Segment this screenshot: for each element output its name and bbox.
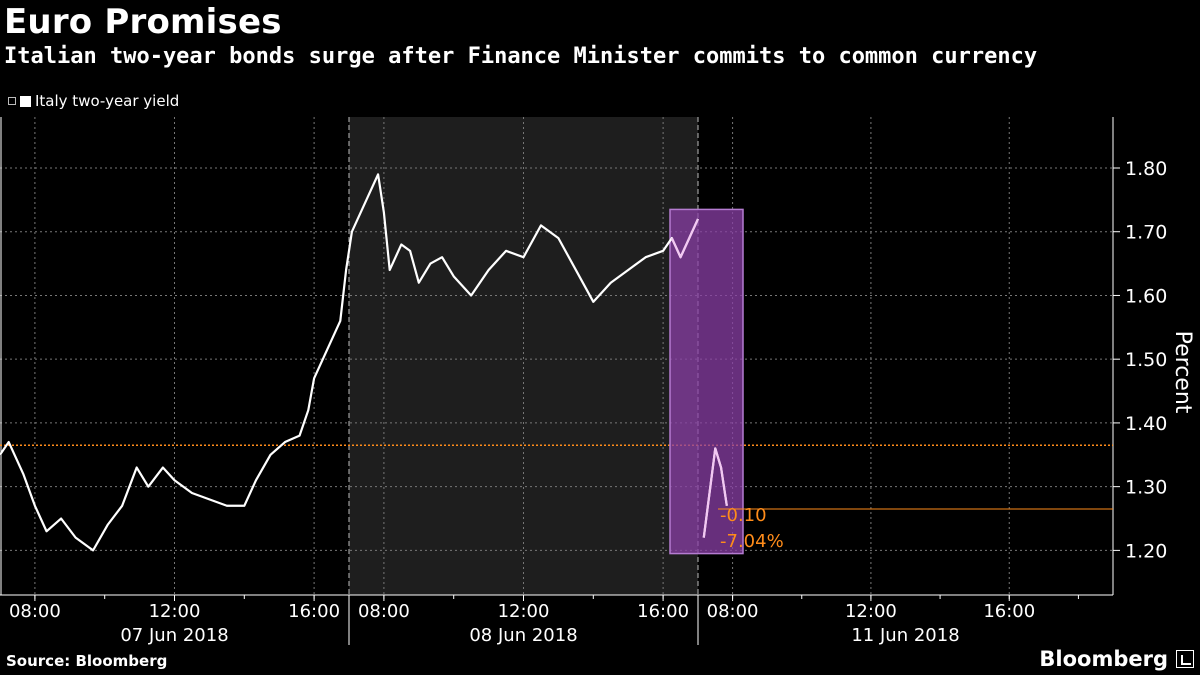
y-tick-label: 1.70 — [1125, 222, 1167, 244]
y-tick-label: 1.50 — [1125, 349, 1167, 371]
shaded-day-region — [349, 117, 698, 595]
x-tick-label: 12:00 — [845, 601, 897, 622]
y-tick-label: 1.20 — [1125, 540, 1167, 562]
y-tick-label: 1.80 — [1125, 158, 1167, 180]
legend-swatch — [20, 95, 31, 107]
x-tick-label: 08:00 — [358, 601, 410, 622]
series-line-highlight — [702, 447, 728, 538]
x-tick-label: 16:00 — [983, 601, 1035, 622]
y-tick-label: 1.30 — [1125, 477, 1167, 499]
chart-subtitle: Italian two-year bonds surge after Finan… — [4, 44, 1038, 69]
x-tick-label: 08:00 — [707, 601, 759, 622]
legend-toggle-icon[interactable] — [8, 97, 16, 105]
x-tick-label: 12:00 — [498, 601, 550, 622]
x-tick-label: 16:00 — [288, 601, 340, 622]
chart-legend: Italy two-year yield — [8, 92, 179, 110]
x-tick-label: 08:00 — [9, 601, 61, 622]
series-line — [0, 173, 700, 552]
legend-label: Italy two-year yield — [35, 92, 180, 110]
y-tick-label: 1.40 — [1125, 413, 1167, 435]
source-note: Source: Bloomberg — [6, 652, 168, 670]
chart-icon[interactable] — [1176, 650, 1194, 668]
brand-logo: Bloomberg — [1039, 647, 1168, 671]
highlight-box — [669, 208, 744, 555]
y-tick-label: 1.60 — [1125, 285, 1167, 307]
series-line-highlight — [670, 218, 700, 259]
change-pct-annotation: -7.04% — [720, 531, 784, 552]
day-label: 07 Jun 2018 — [120, 625, 228, 646]
day-label: 11 Jun 2018 — [851, 625, 959, 646]
y-axis-title: Percent — [1170, 331, 1195, 414]
x-tick-label: 12:00 — [149, 601, 201, 622]
change-annotation: -0.10 — [720, 505, 767, 526]
x-tick-label: 16:00 — [637, 601, 689, 622]
chart-title: Euro Promises — [4, 2, 282, 42]
day-label: 08 Jun 2018 — [469, 625, 577, 646]
